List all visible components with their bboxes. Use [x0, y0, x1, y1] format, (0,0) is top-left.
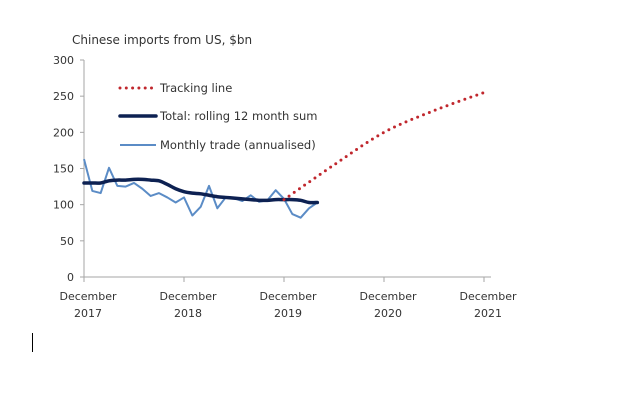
y-tick-label: 250 — [53, 90, 74, 103]
y-tick-label: 200 — [53, 126, 74, 139]
legend-label: Monthly trade (annualised) — [160, 138, 316, 152]
legend: Tracking line Total: rolling 12 month sum… — [118, 81, 317, 152]
y-tick-label: 100 — [53, 199, 74, 212]
series-layer — [82, 91, 486, 219]
y-tick-label: 50 — [60, 235, 74, 248]
x-tick-label-month: December — [59, 290, 117, 303]
x-tick-label-year: 2017 — [74, 307, 102, 320]
x-tick-label-year: 2021 — [474, 307, 502, 320]
legend-label: Tracking line — [159, 81, 232, 95]
chart-title: Chinese imports from US, $bn — [72, 33, 252, 47]
y-tick-label: 300 — [53, 54, 74, 67]
text-cursor — [32, 333, 33, 352]
x-tick-label-month: December — [459, 290, 517, 303]
x-tick-label-year: 2019 — [274, 307, 302, 320]
x-tick-label-year: 2020 — [374, 307, 402, 320]
x-tick-label-month: December — [259, 290, 317, 303]
x-tick-label-year: 2018 — [174, 307, 202, 320]
x-tick-label-month: December — [359, 290, 417, 303]
series-line-1 — [82, 177, 320, 205]
axes: 0 50 100 150 200 250 300 December 2017 December 20… — [53, 54, 517, 320]
x-tick-label-month: December — [159, 290, 217, 303]
legend-label: Total: rolling 12 month sum — [159, 109, 317, 123]
series-line-2 — [83, 158, 318, 219]
series-line-0 — [282, 91, 486, 202]
y-tick-label: 0 — [67, 271, 74, 284]
y-tick-label: 150 — [53, 163, 74, 176]
